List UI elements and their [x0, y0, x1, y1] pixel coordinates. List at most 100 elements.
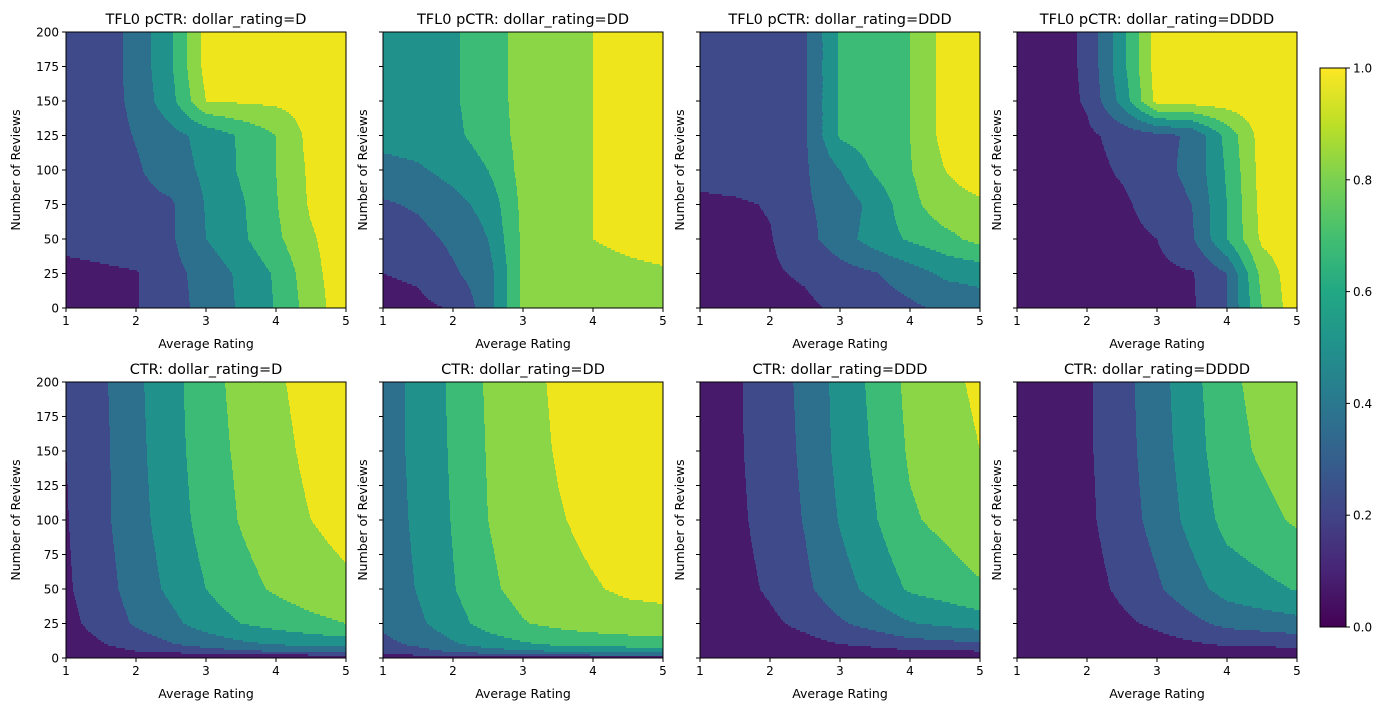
contour-cell: [291, 416, 347, 419]
contour-cell: [700, 240, 774, 243]
contour-cell: [910, 138, 938, 141]
contour-cell: [936, 84, 981, 87]
contour-cell: [1017, 236, 1155, 239]
contour-cell: [66, 488, 69, 491]
contour-cell: [1255, 138, 1298, 141]
contour-cell: [1210, 232, 1228, 235]
contour-cell: [1243, 232, 1259, 235]
contour-cell: [66, 98, 125, 101]
contour-cell: [206, 100, 347, 103]
contour-cell: [1098, 66, 1114, 69]
contour-cell: [1230, 260, 1243, 263]
contour-cell: [108, 394, 146, 397]
contour-cell: [862, 206, 894, 209]
contour-cell: [181, 652, 347, 655]
contour-cell: [405, 396, 447, 399]
contour-cell: [152, 530, 194, 533]
contour-cell: [838, 42, 911, 45]
contour-cell: [111, 516, 151, 519]
contour-cell: [427, 224, 483, 227]
contour-cell: [383, 50, 461, 53]
contour-cell: [133, 138, 190, 141]
contour-cell: [66, 642, 105, 645]
contour-cell: [69, 528, 113, 531]
contour-cell: [593, 182, 664, 185]
contour-cell: [1017, 72, 1079, 75]
contour-cell: [700, 244, 775, 247]
contour-cell: [117, 572, 160, 575]
contour-cell: [1153, 92, 1298, 95]
contour-cell: [1123, 184, 1184, 187]
contour-cell: [771, 224, 818, 227]
contour-cell: [237, 174, 277, 177]
contour-cell: [911, 156, 942, 159]
contour-cell: [1152, 78, 1298, 81]
contour-cell: [173, 56, 188, 59]
contour-cell: [173, 40, 188, 43]
contour-cell: [1017, 178, 1119, 181]
contour-cell: [1227, 202, 1243, 205]
contour-cell: [1017, 120, 1090, 123]
contour-cell: [199, 178, 240, 181]
contour-cell: [1113, 66, 1127, 69]
contour-cell: [299, 306, 327, 309]
contour-cell: [66, 48, 124, 51]
contour-cell: [492, 542, 578, 545]
contour-cell: [383, 596, 419, 599]
contour-cell: [276, 152, 305, 155]
contour-cell: [231, 614, 321, 617]
contour-cell: [1257, 194, 1298, 197]
contour-cell: [494, 296, 508, 299]
contour-cell: [460, 34, 509, 37]
contour-cell: [963, 258, 981, 261]
contour-cell: [912, 168, 946, 171]
contour-cell: [520, 238, 594, 241]
contour-cell: [1274, 260, 1298, 263]
contour-cell: [158, 568, 202, 571]
contour-cell: [1017, 306, 1197, 309]
contour-cell: [144, 390, 185, 393]
contour-cell: [383, 520, 410, 523]
contour-cell: [483, 226, 504, 229]
contour-cell: [1257, 196, 1298, 199]
contour-cell: [1017, 64, 1078, 67]
contour-cell: [178, 614, 232, 617]
contour-cell: [258, 254, 291, 257]
contour-cell: [1258, 270, 1280, 273]
contour-cell: [383, 492, 408, 495]
contour-cell: [489, 244, 506, 247]
contour-cell: [383, 646, 420, 649]
contour-cell: [306, 186, 347, 189]
contour-cell: [1210, 208, 1228, 211]
contour-cell: [918, 192, 973, 195]
contour-cell: [1272, 256, 1298, 259]
contour-cell: [204, 88, 347, 91]
contour-cell: [74, 592, 121, 595]
x-tick-label: 3: [202, 664, 210, 678]
contour-cell: [195, 538, 245, 541]
contour-cell: [1017, 228, 1147, 231]
contour-cell: [893, 256, 955, 259]
contour-cell: [160, 110, 184, 113]
contour-cell: [454, 260, 493, 263]
contour-cell: [448, 452, 487, 455]
contour-cell: [383, 170, 431, 173]
contour-cell: [517, 192, 594, 195]
contour-cell: [1080, 98, 1102, 101]
contour-cell: [460, 272, 495, 275]
contour-cell: [593, 220, 664, 223]
contour-cell: [66, 164, 143, 167]
contour-cell: [304, 154, 347, 157]
contour-cell: [303, 146, 347, 149]
contour-cell: [472, 294, 495, 297]
contour-cell: [822, 82, 839, 85]
contour-cell: [902, 394, 969, 397]
contour-cell: [287, 388, 347, 391]
contour-cell: [303, 632, 347, 635]
contour-cell: [228, 418, 292, 421]
contour-cell: [73, 584, 119, 587]
contour-cell: [451, 532, 491, 535]
contour-cell: [173, 64, 188, 67]
contour-cell: [508, 74, 594, 77]
contour-cell: [226, 390, 288, 393]
